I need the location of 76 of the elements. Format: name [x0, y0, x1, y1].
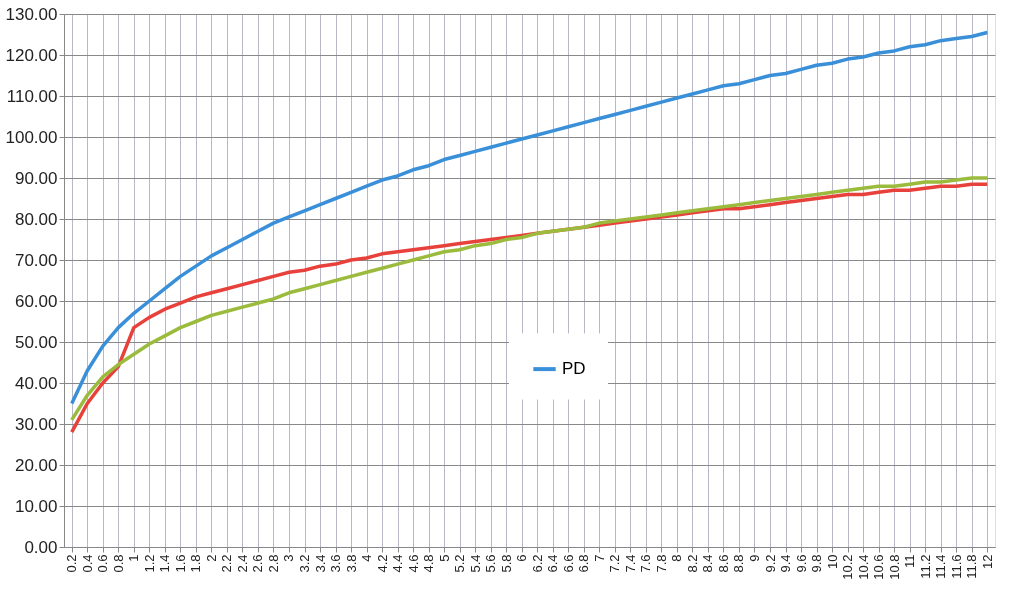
x-tick-label: 11.6 — [948, 554, 964, 579]
x-tick-label: 6.4 — [545, 554, 561, 573]
x-tick-label: 6.2 — [529, 554, 545, 573]
x-tick-label: 0.8 — [110, 554, 126, 573]
legend-label: PD — [562, 359, 586, 379]
x-tick-label: 10 — [824, 554, 840, 569]
x-tick-label: 8.2 — [684, 554, 700, 573]
x-tick-label: 5.4 — [467, 554, 483, 573]
y-tick-label: 90.00 — [14, 168, 58, 188]
x-tick-label: 4.2 — [374, 554, 390, 573]
x-tick-label: 1.8 — [188, 554, 204, 573]
x-tick-label: 0.2 — [64, 554, 80, 573]
y-tick-label: 70.00 — [14, 250, 58, 270]
x-tick-label: 8.8 — [731, 554, 747, 573]
x-tick-label: 11.4 — [933, 554, 949, 579]
y-tick-label: 50.00 — [14, 332, 58, 352]
x-tick-label: 6 — [514, 554, 530, 562]
x-tick-label: 6.8 — [576, 554, 592, 573]
x-tick-label: 9.8 — [809, 554, 825, 573]
x-tick-label: 0.4 — [79, 554, 95, 573]
y-tick-label: 40.00 — [14, 373, 58, 393]
line-series — [70, 30, 989, 406]
y-tick-label: 110.00 — [6, 86, 58, 106]
x-tick-label: 9.4 — [778, 554, 794, 573]
x-tick-label: 10.8 — [886, 554, 902, 580]
x-tick-label: 9.2 — [762, 554, 778, 573]
x-tick-label: 3.4 — [312, 554, 328, 573]
x-tick-label: 2.2 — [219, 554, 235, 573]
x-tick-label: 0.6 — [95, 554, 111, 573]
x-tick-label: 6.6 — [560, 554, 576, 573]
x-tick-label: 11.8 — [964, 554, 980, 579]
x-tick-label: 10.2 — [840, 554, 856, 580]
x-tick-label: 1 — [126, 554, 142, 562]
x-tick-label: 2.8 — [265, 554, 281, 573]
x-tick-label: 11 — [902, 554, 918, 568]
x-tick-label: 2.4 — [234, 554, 250, 573]
x-tick-label: 11.2 — [917, 554, 933, 579]
x-tick-label: 7.2 — [607, 554, 623, 573]
y-tick-label: 0.00 — [24, 537, 58, 557]
x-tick-label: 4.8 — [421, 554, 437, 573]
x-tick-label: 2 — [203, 554, 219, 562]
y-tick-label: 20.00 — [14, 455, 58, 475]
x-tick-label: 3 — [281, 554, 297, 562]
x-tick-label: 1.4 — [157, 554, 173, 573]
y-tick-label: 60.00 — [14, 291, 58, 311]
x-tick-label: 10.4 — [855, 554, 871, 580]
x-tick-label: 8.6 — [715, 554, 731, 573]
y-tick-label: 10.00 — [14, 496, 58, 516]
x-tick-label: 5 — [436, 554, 452, 562]
y-tick-label: 80.00 — [14, 209, 58, 229]
x-tick-label: 3.6 — [328, 554, 344, 573]
y-tick-label: 100.00 — [5, 127, 58, 147]
y-tick-label: 130.00 — [5, 4, 58, 24]
x-tick-label: 1.2 — [141, 554, 157, 573]
x-tick-label: 1.6 — [172, 554, 188, 573]
x-tick-label: 7 — [591, 554, 607, 562]
x-tick-label: 5.2 — [452, 554, 468, 573]
x-tick-label: 9 — [746, 554, 762, 562]
x-tick-label: 4.4 — [390, 554, 406, 573]
x-tick-label: 7.8 — [653, 554, 669, 573]
x-tick-label: 7.6 — [638, 554, 654, 573]
x-tick-label: 10.6 — [871, 554, 887, 580]
y-tick-label: 120.00 — [5, 45, 58, 65]
x-tick-label: 2.6 — [250, 554, 266, 573]
x-tick-label: 9.6 — [793, 554, 809, 573]
x-tick-label: 3.8 — [343, 554, 359, 573]
x-tick-label: 3.2 — [297, 554, 313, 573]
x-tick-label: 5.8 — [498, 554, 514, 573]
x-tick-label: 4 — [359, 554, 375, 562]
x-tick-label: 4.6 — [405, 554, 421, 573]
x-tick-label: 5.6 — [483, 554, 499, 573]
x-tick-label: 7.4 — [622, 554, 638, 573]
y-tick-label: 30.00 — [14, 414, 58, 434]
x-tick-label: 8.4 — [700, 554, 716, 573]
x-tick-label: 12 — [979, 554, 995, 569]
x-tick-label: 8 — [669, 554, 685, 562]
